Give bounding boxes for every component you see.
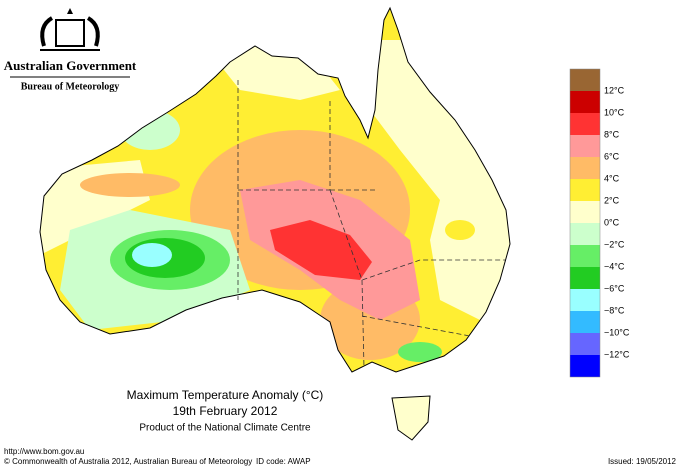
legend-swatch <box>570 245 600 267</box>
legend-swatch <box>570 333 600 355</box>
government-name: Australian Government <box>4 58 137 73</box>
coastline <box>39 6 511 373</box>
coat-of-arms <box>40 8 100 51</box>
legend-label: 12°C <box>604 85 625 95</box>
legend-swatch <box>570 223 600 245</box>
legend-label: 6°C <box>604 151 620 161</box>
legend-label: −8°C <box>604 305 625 315</box>
legend-label: 2°C <box>604 195 620 205</box>
url: http://www.bom.gov.au <box>4 447 84 456</box>
legend-label: 4°C <box>604 173 620 183</box>
legend-swatch <box>570 179 600 201</box>
legend-swatch <box>570 311 600 333</box>
legend-swatch <box>570 91 600 113</box>
legend-swatch <box>570 69 600 91</box>
state-borders <box>237 80 505 369</box>
legend-label: −2°C <box>604 239 625 249</box>
legend-label: 8°C <box>604 129 620 139</box>
legend-label: 0°C <box>604 217 620 227</box>
legend-swatch <box>570 157 600 179</box>
issued-date: Issued: 19/05/2012 <box>608 457 677 466</box>
id-code: ID code: AWAP <box>256 457 311 466</box>
map-source: Product of the National Climate Centre <box>139 423 311 434</box>
map-date: 19th February 2012 <box>173 404 278 418</box>
agency-name: Bureau of Meteorology <box>21 81 120 92</box>
map-title: Maximum Temperature Anomaly (°C) <box>127 388 324 402</box>
copyright: © Commonwealth of Australia 2012, Austra… <box>4 457 252 466</box>
legend-label: −4°C <box>604 261 625 271</box>
legend-label: −10°C <box>604 327 630 337</box>
legend-label: −12°C <box>604 349 630 359</box>
legend-swatch <box>570 201 600 223</box>
legend-swatch <box>570 267 600 289</box>
legend-swatch <box>570 113 600 135</box>
legend-frame <box>569 68 601 378</box>
legend-swatch <box>570 355 600 377</box>
legend-label: 10°C <box>604 107 625 117</box>
tasmania <box>391 395 431 441</box>
legend: 12°C 10°C 8°C 6°C 4°C 2°C 0°C −2°C −4°C −6°C −8°C −… <box>569 68 630 378</box>
legend-swatch <box>570 289 600 311</box>
legend-swatch <box>570 135 600 157</box>
legend-label: −6°C <box>604 283 625 293</box>
